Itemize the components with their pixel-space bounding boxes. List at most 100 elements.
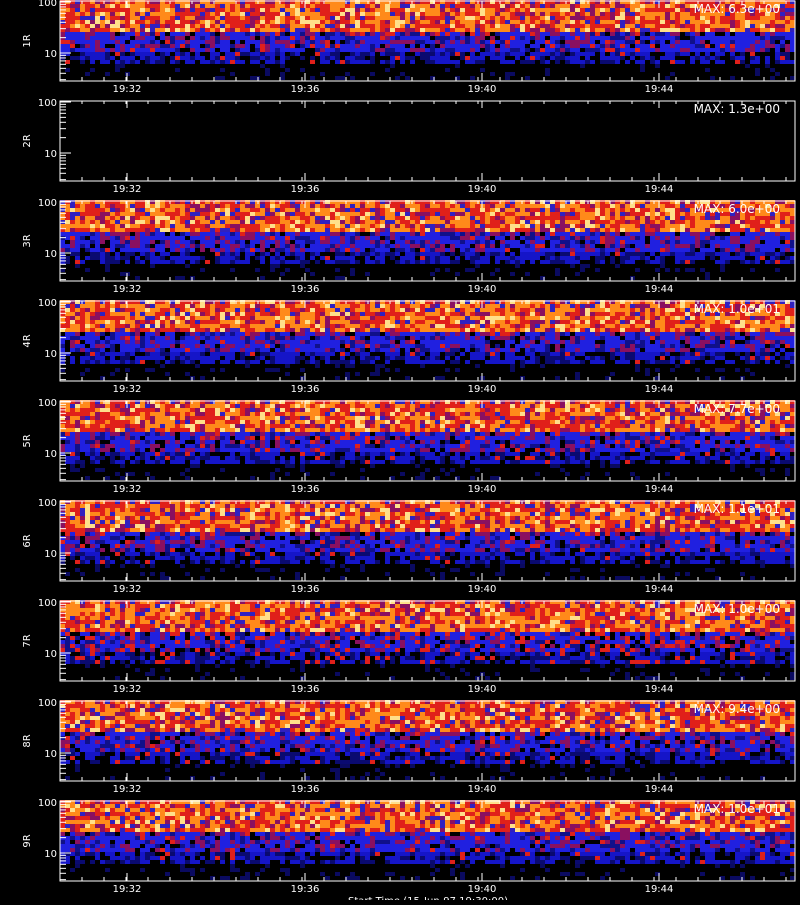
heatmap-cell [225,32,230,36]
heatmap-cell [725,248,730,252]
heatmap-cell [335,32,340,36]
heatmap-cell [420,12,425,16]
heatmap-cell [220,304,225,308]
heatmap-cell [225,220,230,224]
heatmap-cell [260,28,265,32]
heatmap-cell [335,204,340,208]
heatmap-cell [70,228,75,232]
heatmap-cell [505,24,510,28]
y-tick-label: 100 [38,198,57,209]
heatmap-cell [460,240,465,244]
heatmap-cell [280,216,285,220]
heatmap-cell [450,232,455,236]
heatmap-cell [125,228,130,232]
heatmap-cell [115,52,120,56]
heatmap-cell [665,244,670,248]
heatmap-cell [480,248,485,252]
heatmap-cell [100,212,105,216]
heatmap-cell [225,16,230,20]
heatmap-cell [105,48,110,52]
heatmap-cell [485,252,490,256]
heatmap-cell [175,16,180,20]
heatmap-cell [555,16,560,20]
heatmap-cell [375,236,380,240]
heatmap-cell [580,24,585,28]
heatmap-cell [760,224,765,228]
heatmap-cell [275,204,280,208]
heatmap-cell [195,20,200,24]
heatmap-cell [200,240,205,244]
heatmap-cell [190,212,195,216]
heatmap-cell [195,232,200,236]
heatmap-cell [315,304,320,308]
heatmap-cell [230,60,235,64]
heatmap-cell [155,32,160,36]
heatmap-cell [645,52,650,56]
heatmap-cell [345,256,350,260]
heatmap-cell [100,252,105,256]
heatmap-cell [300,8,305,12]
heatmap-cell [595,48,600,52]
heatmap-cell [360,20,365,24]
heatmap-cell [710,216,715,220]
heatmap-cell [400,236,405,240]
heatmap-cell [400,204,405,208]
heatmap-cell [270,216,275,220]
heatmap-cell [550,20,555,24]
heatmap-cell [745,260,750,264]
heatmap-cell [510,240,515,244]
heatmap-cell [240,16,245,20]
heatmap-cell [765,16,770,20]
heatmap-cell [660,256,665,260]
heatmap-cell [145,208,150,212]
heatmap-cell [240,220,245,224]
heatmap-cell [120,256,125,260]
heatmap-cell [240,36,245,40]
heatmap-cell [145,204,150,208]
heatmap-cell [755,24,760,28]
heatmap-cell [595,252,600,256]
heatmap-cell [735,220,740,224]
heatmap-cell [505,32,510,36]
heatmap-cell [540,260,545,264]
heatmap-cell [540,20,545,24]
heatmap-cell [705,56,710,60]
heatmap-cell [295,208,300,212]
heatmap-cell [110,304,115,308]
heatmap-cell [715,240,720,244]
heatmap-cell [570,256,575,260]
heatmap-cell [185,304,190,308]
heatmap-cell [610,204,615,208]
heatmap-cell [245,44,250,48]
heatmap-cell [360,240,365,244]
heatmap-cell [230,304,235,308]
heatmap-cell [645,228,650,232]
heatmap-cell [325,248,330,252]
heatmap-cell [595,20,600,24]
heatmap-cell [120,36,125,40]
heatmap-cell [405,232,410,236]
heatmap-cell [65,216,70,220]
heatmap-cell [435,216,440,220]
heatmap-cell [175,304,180,308]
heatmap-cell [345,232,350,236]
heatmap-cell [355,48,360,52]
heatmap-cell [280,60,285,64]
heatmap-cell [570,264,575,268]
heatmap-cell [340,204,345,208]
heatmap-cell [595,224,600,228]
heatmap-cell [770,40,775,44]
heatmap-cell [115,20,120,24]
heatmap-cell [120,224,125,228]
heatmap-cell [615,44,620,48]
heatmap-cell [690,28,695,32]
heatmap-cell [550,216,555,220]
heatmap-cell [290,252,295,256]
heatmap-cell [220,208,225,212]
heatmap-cell [85,24,90,28]
heatmap-cell [355,228,360,232]
heatmap-cell [760,236,765,240]
heatmap-cell [645,208,650,212]
heatmap-cell [630,24,635,28]
heatmap-cell [570,8,575,12]
